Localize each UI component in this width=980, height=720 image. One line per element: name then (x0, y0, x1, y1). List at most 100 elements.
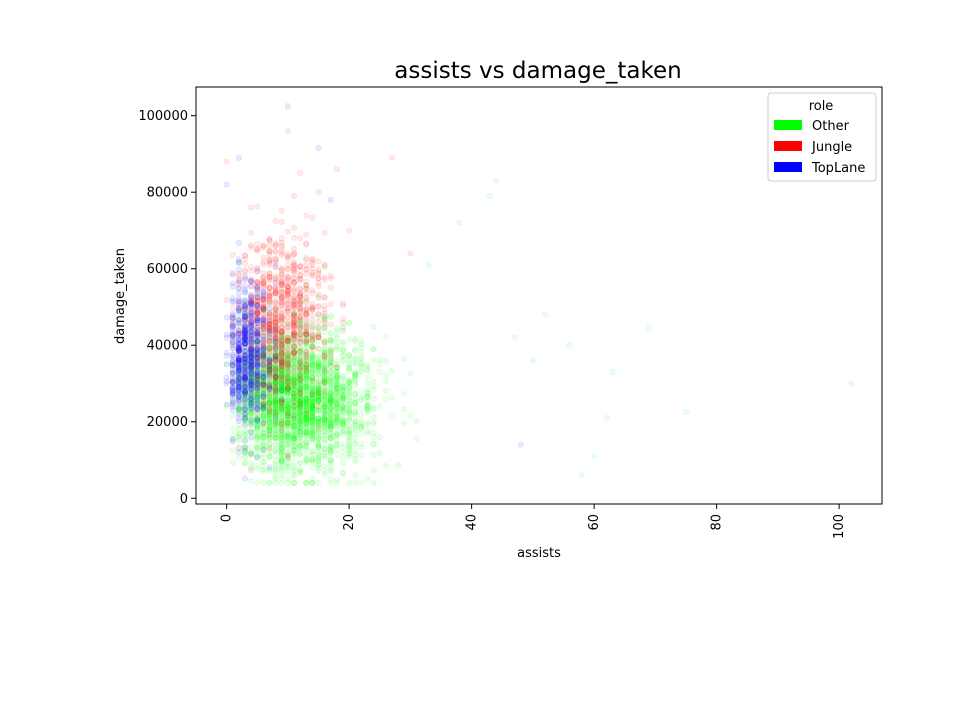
data-point (248, 360, 255, 367)
data-point (352, 412, 359, 419)
data-point (303, 399, 310, 406)
data-point (303, 412, 310, 419)
data-point (321, 462, 328, 470)
data-point (229, 352, 236, 359)
data-point (309, 429, 316, 437)
data-point (339, 403, 347, 411)
data-point (333, 409, 340, 416)
data-point (254, 350, 261, 357)
data-point (284, 364, 291, 371)
data-point (346, 368, 353, 375)
data-point (272, 400, 279, 407)
data-point (327, 475, 334, 482)
data-point (358, 364, 365, 371)
data-point (272, 341, 279, 348)
data-point (266, 418, 273, 425)
legend-swatch-other (774, 120, 802, 130)
data-point (272, 441, 279, 448)
data-point (370, 323, 377, 330)
data-point (272, 378, 279, 385)
data-point (303, 403, 310, 411)
data-point (327, 357, 334, 364)
data-point (321, 435, 328, 443)
data-point (333, 440, 340, 448)
data-point (609, 368, 616, 376)
data-point (266, 343, 273, 350)
data-point (260, 401, 267, 408)
data-point (235, 396, 242, 403)
data-point (333, 479, 340, 487)
y-tick-label: 100000 (138, 109, 188, 124)
data-point (266, 327, 273, 334)
data-point (248, 443, 255, 450)
data-point (315, 461, 322, 469)
data-point (303, 306, 310, 313)
data-point (241, 369, 249, 376)
data-point (327, 462, 334, 469)
data-point (339, 416, 347, 424)
data-point (241, 273, 249, 280)
data-point (297, 324, 304, 331)
data-point (284, 290, 291, 297)
x-axis-label: assists (517, 546, 561, 561)
data-point (260, 396, 267, 403)
data-point (339, 419, 347, 426)
data-point (290, 443, 298, 450)
data-point (309, 374, 316, 382)
data-point (229, 270, 236, 277)
data-point (321, 345, 328, 352)
data-point (297, 348, 304, 356)
data-point (284, 103, 291, 110)
data-point (346, 361, 353, 368)
data-point (364, 475, 371, 482)
data-point (309, 392, 316, 399)
data-point (235, 415, 242, 422)
data-point (272, 369, 279, 376)
data-point (290, 418, 298, 425)
data-point (321, 402, 328, 409)
data-point (333, 400, 340, 407)
data-point (542, 311, 549, 318)
data-point (266, 454, 273, 461)
data-point (223, 401, 230, 408)
data-point (315, 324, 322, 331)
data-point (327, 301, 334, 308)
data-point (339, 470, 347, 477)
data-point (248, 433, 255, 441)
data-point (260, 304, 267, 311)
data-point (309, 435, 316, 442)
data-point (315, 393, 322, 400)
data-point (272, 465, 279, 472)
data-point (327, 394, 334, 401)
data-point (272, 466, 279, 474)
data-point (272, 355, 279, 362)
data-point (339, 440, 347, 447)
data-point (290, 439, 298, 446)
data-point (327, 417, 334, 425)
data-point (241, 330, 249, 337)
data-point (346, 453, 353, 461)
data-point (272, 399, 279, 406)
data-point (248, 383, 255, 391)
data-point (303, 361, 310, 368)
data-point (297, 339, 304, 347)
data-point (297, 301, 304, 308)
data-point (241, 366, 249, 373)
data-point (284, 384, 291, 392)
data-point (309, 386, 316, 393)
data-point (235, 405, 242, 412)
data-point (284, 324, 291, 331)
data-point (272, 387, 279, 395)
data-point (254, 283, 261, 291)
data-point (260, 364, 267, 372)
data-point (248, 467, 255, 474)
y-tick-label: 0 (180, 492, 188, 507)
data-point (241, 387, 249, 394)
data-point (284, 339, 291, 346)
data-point (290, 418, 298, 425)
data-point (266, 445, 273, 453)
data-point (272, 441, 279, 448)
data-point (272, 353, 279, 360)
data-point (278, 373, 285, 381)
data-point (278, 396, 285, 403)
